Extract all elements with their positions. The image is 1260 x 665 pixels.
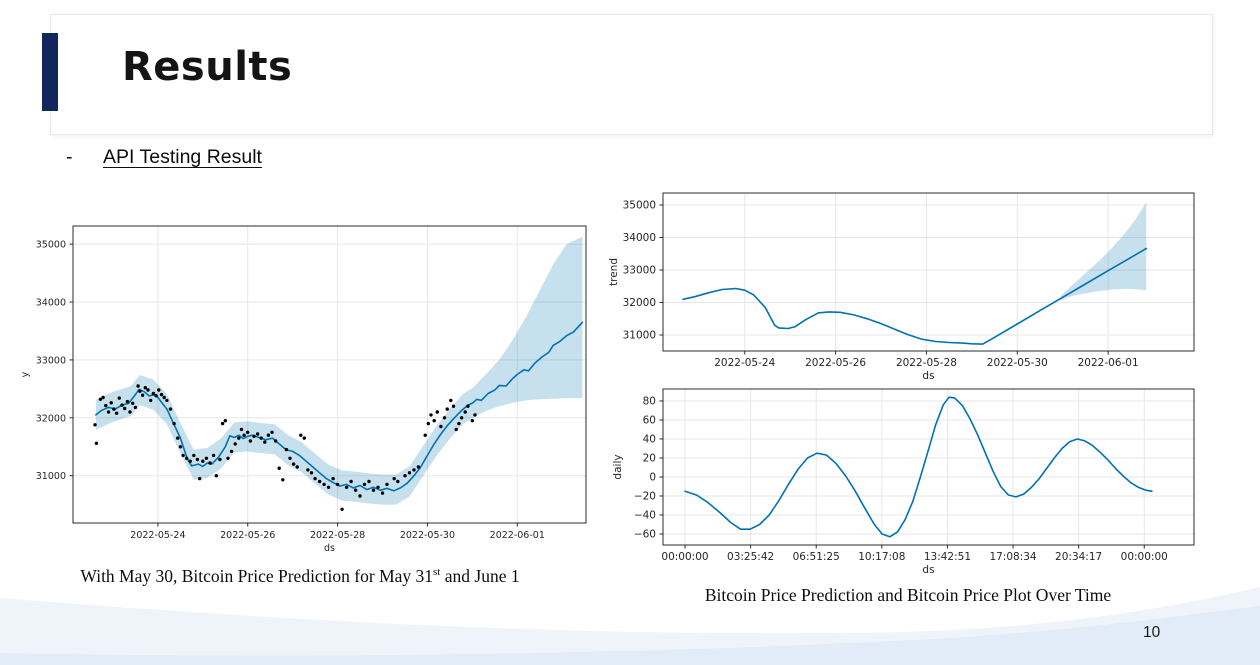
svg-text:10:17:08: 10:17:08 bbox=[858, 551, 905, 563]
svg-text:32000: 32000 bbox=[623, 297, 656, 309]
svg-text:34000: 34000 bbox=[36, 298, 66, 309]
svg-text:31000: 31000 bbox=[623, 330, 656, 342]
svg-text:34000: 34000 bbox=[623, 232, 656, 244]
svg-text:2022-05-28: 2022-05-28 bbox=[310, 530, 365, 541]
svg-text:2022-05-24: 2022-05-24 bbox=[714, 357, 775, 369]
svg-text:20:34:17: 20:34:17 bbox=[1055, 551, 1102, 563]
svg-text:2022-05-26: 2022-05-26 bbox=[220, 530, 275, 541]
svg-text:ds: ds bbox=[324, 543, 335, 554]
wave-mid-shape bbox=[0, 606, 1260, 665]
wave-decoration bbox=[0, 587, 1260, 665]
svg-text:35000: 35000 bbox=[623, 199, 656, 211]
trend-chart: 2022-05-24 2022-05-26 2022-05-28 2022-05-30… bbox=[608, 192, 1195, 382]
forecast-chart: 2022-05-24 2022-05-26 2022-05-28 2022-05-30… bbox=[20, 225, 587, 554]
svg-text:trend: trend bbox=[608, 258, 620, 286]
svg-text:2022-06-01: 2022-06-01 bbox=[490, 530, 545, 541]
svg-text:33000: 33000 bbox=[36, 355, 66, 366]
svg-text:03:25:42: 03:25:42 bbox=[727, 551, 774, 563]
svg-text:20: 20 bbox=[643, 452, 656, 464]
svg-text:2022-05-26: 2022-05-26 bbox=[805, 357, 866, 369]
svg-text:2022-05-24: 2022-05-24 bbox=[130, 530, 185, 541]
svg-text:33000: 33000 bbox=[623, 265, 656, 277]
svg-text:13:42:51: 13:42:51 bbox=[924, 551, 971, 563]
svg-text:32000: 32000 bbox=[36, 413, 66, 424]
svg-text:−40: −40 bbox=[634, 509, 656, 521]
svg-text:60: 60 bbox=[643, 414, 656, 426]
caption-left: With May 30, Bitcoin Price Prediction fo… bbox=[10, 566, 590, 587]
svg-text:2022-05-30: 2022-05-30 bbox=[400, 530, 455, 541]
svg-text:daily: daily bbox=[612, 454, 624, 479]
page-title: Results bbox=[122, 44, 293, 90]
svg-text:31000: 31000 bbox=[36, 471, 66, 482]
caption-left-superscript: st bbox=[433, 566, 441, 579]
page-number: 10 bbox=[1143, 624, 1161, 641]
svg-text:80: 80 bbox=[643, 395, 656, 407]
bullet-dash: - bbox=[66, 146, 73, 168]
svg-text:2022-05-28: 2022-05-28 bbox=[896, 357, 957, 369]
svg-text:ds: ds bbox=[922, 564, 934, 576]
svg-text:−60: −60 bbox=[634, 528, 656, 540]
svg-text:00:00:00: 00:00:00 bbox=[661, 551, 708, 563]
header-card bbox=[50, 14, 1213, 135]
svg-text:ds: ds bbox=[922, 370, 934, 382]
bullet-label-api-testing-result: API Testing Result bbox=[103, 146, 262, 168]
svg-text:00:00:00: 00:00:00 bbox=[1121, 551, 1168, 563]
svg-text:40: 40 bbox=[643, 433, 656, 445]
svg-text:2022-05-30: 2022-05-30 bbox=[987, 357, 1048, 369]
bullet-item: - API Testing Result bbox=[66, 146, 262, 169]
svg-text:06:51:25: 06:51:25 bbox=[793, 551, 840, 563]
caption-right: Bitcoin Price Prediction and Bitcoin Pri… bbox=[704, 585, 1112, 605]
svg-text:35000: 35000 bbox=[36, 240, 66, 251]
caption-left-text: With May 30, Bitcoin Price Prediction fo… bbox=[80, 566, 434, 586]
title-accent-bar bbox=[42, 33, 58, 111]
svg-text:17:08:34: 17:08:34 bbox=[989, 551, 1036, 563]
svg-text:0: 0 bbox=[649, 471, 656, 483]
svg-text:−20: −20 bbox=[634, 490, 656, 502]
caption-left-suffix: and June 1 bbox=[440, 566, 520, 586]
svg-text:2022-06-01: 2022-06-01 bbox=[1078, 357, 1139, 369]
svg-text:y: y bbox=[20, 371, 31, 377]
daily-seasonality-chart: 00:00:00 03:25:42 06:51:25 10:17:08 13:42:51… bbox=[612, 388, 1195, 576]
